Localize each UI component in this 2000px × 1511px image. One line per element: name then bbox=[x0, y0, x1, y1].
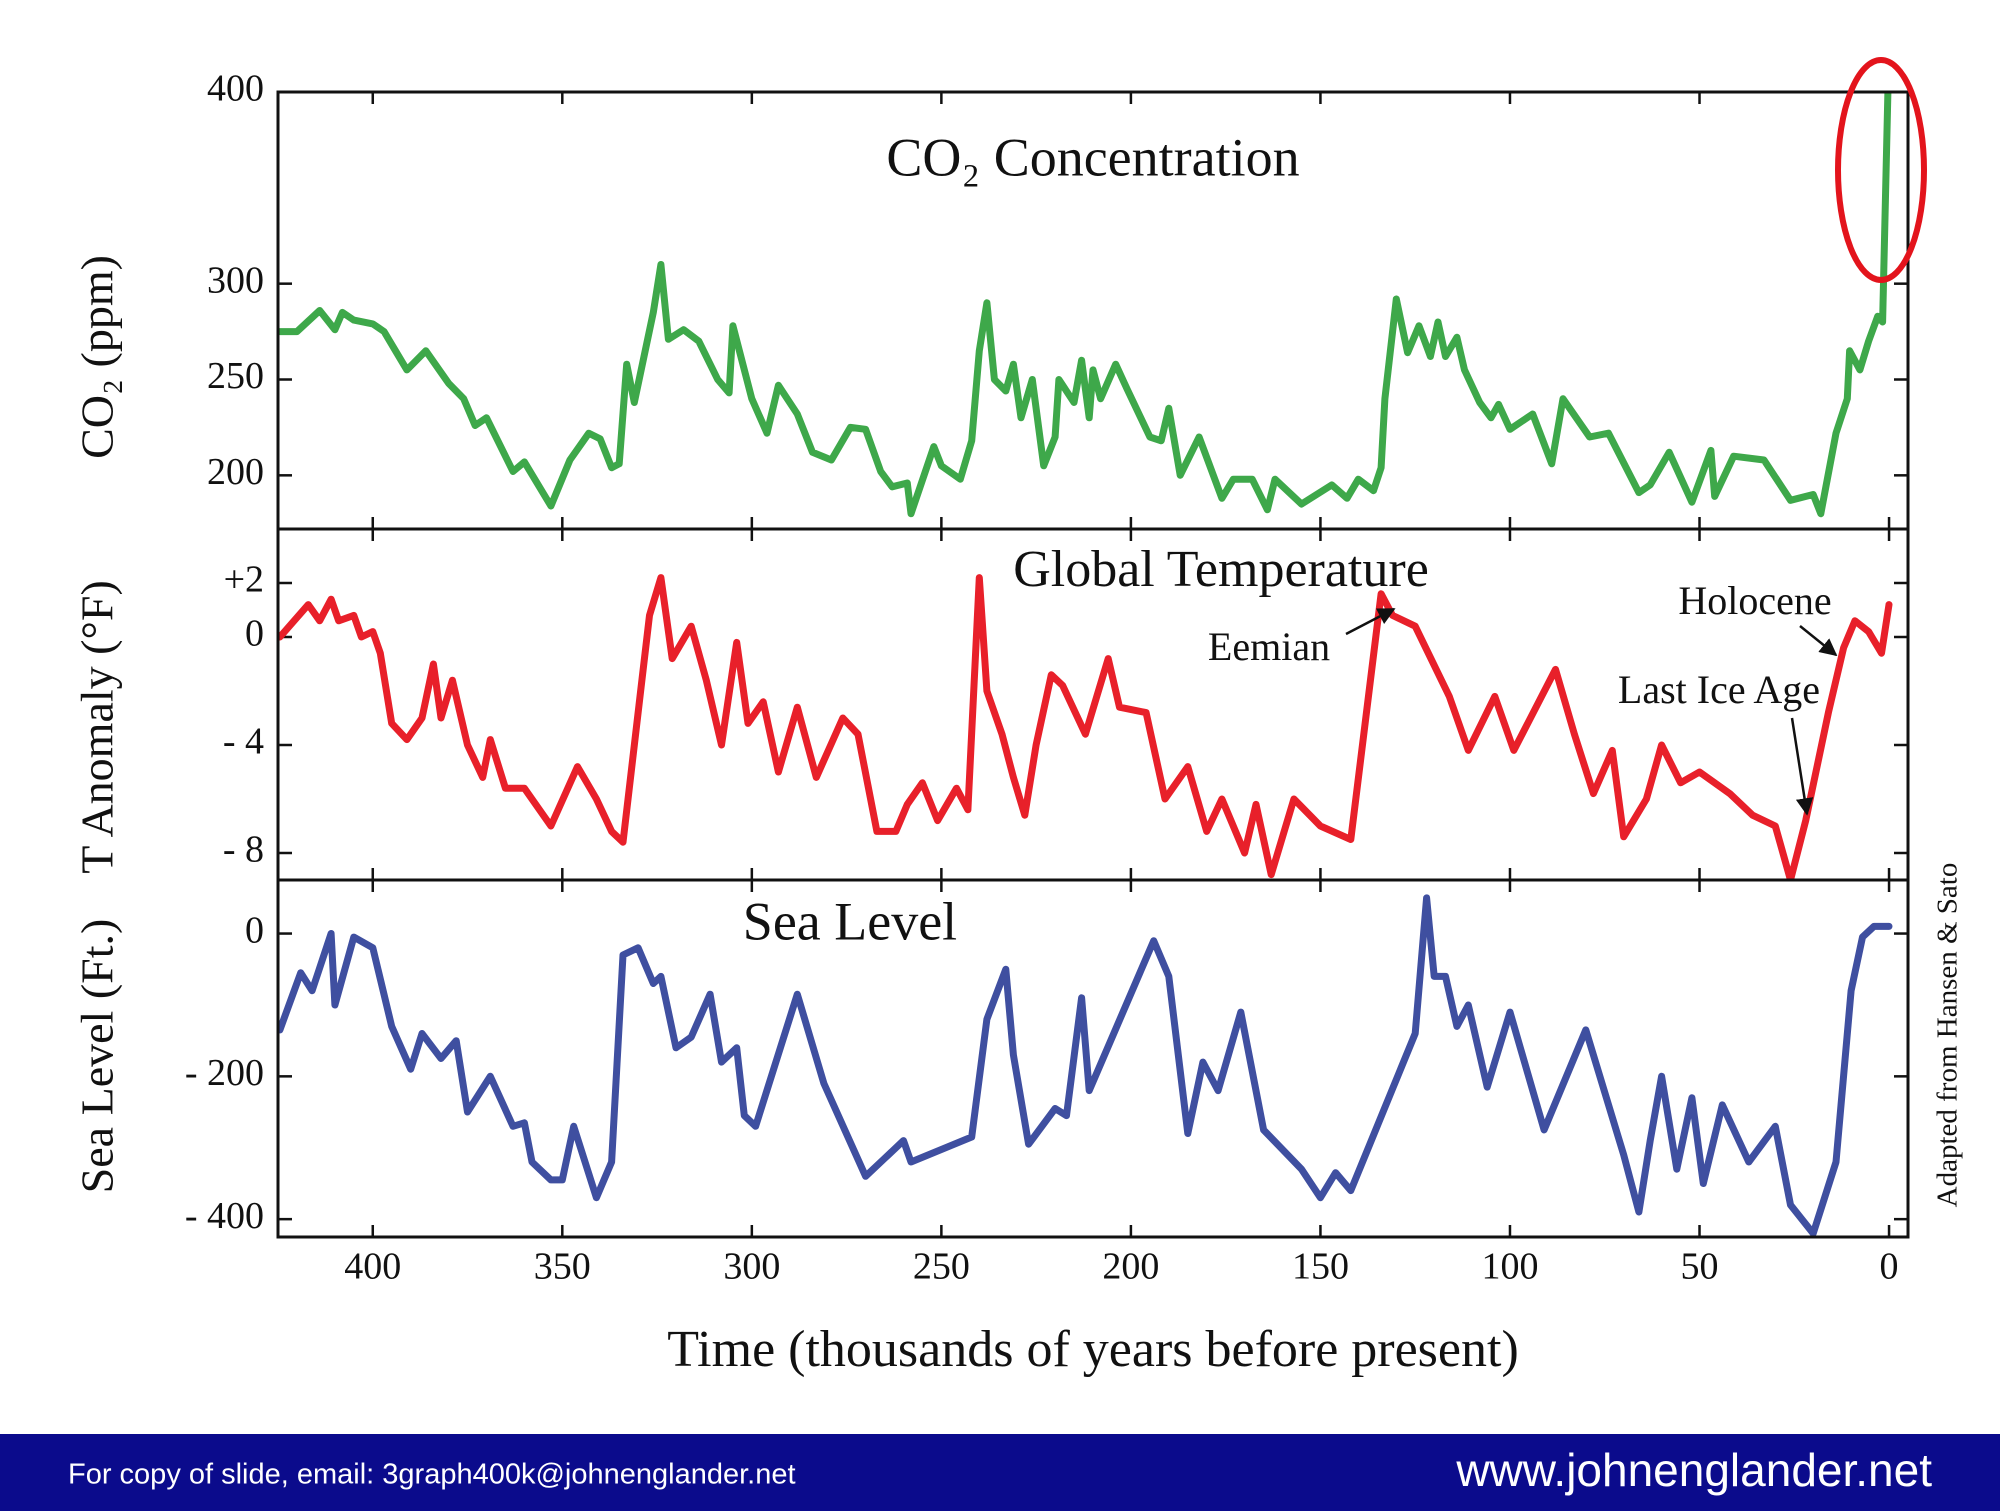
y-tick-label: +2 bbox=[224, 559, 264, 601]
annotation: Last Ice Age bbox=[1618, 667, 1820, 712]
x-tick-label: 400 bbox=[344, 1246, 401, 1288]
y-tick-label: 0 bbox=[245, 909, 264, 951]
x-tick-label: 250 bbox=[913, 1246, 970, 1288]
x-tick-label: 200 bbox=[1102, 1246, 1159, 1288]
x-tick-label: 50 bbox=[1681, 1246, 1719, 1288]
y-tick-label: - 200 bbox=[185, 1052, 264, 1094]
x-tick-label: 350 bbox=[534, 1246, 591, 1288]
annotation: Eemian bbox=[1208, 624, 1330, 669]
footer-bar bbox=[0, 1434, 2000, 1511]
y-axis-label: Sea Level (Ft.) bbox=[72, 919, 123, 1194]
data-line bbox=[278, 894, 1893, 1237]
annotation-arrow bbox=[1790, 717, 1814, 816]
plot: 200 250 300 400 +2 0 - 4 - 8 0 - 200 - 400 400 350 30… bbox=[185, 68, 1910, 1288]
panel-frame bbox=[276, 878, 1910, 1239]
data-line bbox=[278, 574, 1893, 880]
y-tick-label: 300 bbox=[207, 259, 264, 301]
y-tick-label: 200 bbox=[207, 451, 264, 493]
x-tick-label: 300 bbox=[723, 1246, 780, 1288]
annotation-arrow bbox=[1345, 607, 1396, 636]
panel-title: CO₂ Concentration bbox=[886, 127, 1299, 187]
data-line bbox=[278, 92, 1892, 518]
y-tick-label: - 4 bbox=[223, 721, 264, 763]
y-tick-label: 0 bbox=[245, 613, 264, 655]
credit: Adapted from Hansen & Sato bbox=[1932, 863, 1964, 1208]
y-axis-label: CO₂ (ppm) bbox=[72, 255, 123, 459]
highlight-ellipse bbox=[1835, 57, 1927, 283]
x-tick-label: 100 bbox=[1481, 1246, 1538, 1288]
panel-title: Global Temperature bbox=[1013, 541, 1429, 598]
annotation-arrow bbox=[1799, 625, 1838, 657]
panel-title: Sea Level bbox=[743, 891, 957, 951]
annotation: Holocene bbox=[1678, 578, 1831, 623]
footer-email: For copy of slide, email: 3graph400k@joh… bbox=[68, 1459, 796, 1491]
y-tick-label: - 8 bbox=[223, 829, 264, 871]
y-axis-label: T Anomaly (°F) bbox=[72, 580, 123, 874]
x-tick-label: 0 bbox=[1880, 1246, 1899, 1288]
y-tick-label: 400 bbox=[207, 68, 264, 110]
y-tick-label: - 400 bbox=[185, 1195, 264, 1237]
x-axis-label: Time (thousands of years before present) bbox=[667, 1321, 1519, 1378]
y-tick-label: 250 bbox=[207, 355, 264, 397]
x-tick-label: 150 bbox=[1292, 1246, 1349, 1288]
footer-url: www.johnenglander.net bbox=[1455, 1444, 1932, 1496]
